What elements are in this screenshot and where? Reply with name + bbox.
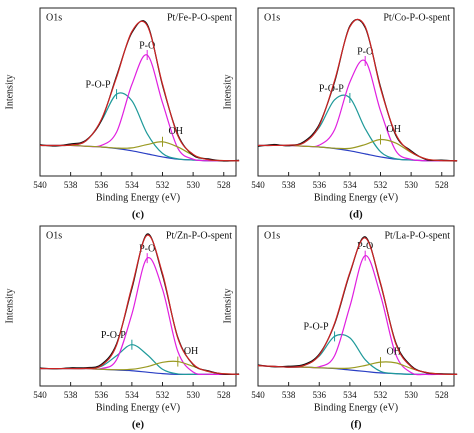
caption: (e) — [132, 419, 145, 431]
series-line — [40, 234, 240, 375]
series-line — [39, 20, 240, 162]
series-label: OH — [184, 346, 198, 357]
sample-name: Pt/Co-P-O-spent — [383, 12, 450, 23]
series-label: P-O-P — [101, 330, 126, 341]
x-tick-label: 534 — [125, 180, 139, 190]
x-tick-label: 530 — [186, 180, 200, 190]
x-tick-label: 532 — [374, 180, 388, 190]
panel: 540 538 536 534 532 530 528 Binding Energy (eV)… — [222, 7, 458, 221]
series-label: P-O-P — [304, 322, 329, 333]
x-tick-label: 528 — [217, 180, 231, 190]
x-tick-label: 536 — [95, 390, 109, 400]
x-tick-label: 540 — [251, 180, 265, 190]
x-tick-label: 536 — [95, 180, 109, 190]
series-label: P-O-P — [86, 79, 111, 90]
series-line — [40, 344, 240, 376]
x-tick-label: 536 — [313, 390, 327, 400]
sample-name: Pt/La-P-O-spent — [384, 230, 450, 241]
spectrum-region: O1s — [264, 230, 280, 241]
series-label: OH — [387, 346, 401, 357]
series-label: P-O — [139, 243, 155, 254]
y-axis-label: Intensity — [222, 289, 233, 324]
x-axis-label: Binding Energy (eV) — [314, 192, 398, 203]
x-tick-label: 538 — [282, 390, 296, 400]
series-line — [257, 94, 458, 162]
panel: 540 538 536 534 532 530 528 Binding Energy (eV)… — [4, 225, 240, 431]
x-tick-label: 540 — [33, 180, 47, 190]
x-axis-label: Binding Energy (eV) — [96, 402, 180, 413]
x-tick-label: 532 — [374, 390, 388, 400]
series-line — [257, 18, 458, 162]
x-tick-label: 530 — [404, 180, 418, 190]
spectrum-region: O1s — [264, 12, 280, 23]
x-tick-label: 530 — [186, 390, 200, 400]
caption: (d) — [349, 209, 363, 221]
x-tick-label: 538 — [64, 390, 78, 400]
sample-name: Pt/Fe-P-O-spent — [167, 12, 232, 23]
sample-name: Pt/Zn-P-O-spent — [166, 230, 232, 241]
x-tick-label: 534 — [125, 390, 139, 400]
y-axis-label: Intensity — [222, 75, 233, 110]
x-tick-label: 534 — [343, 390, 357, 400]
x-tick-label: 528 — [435, 180, 449, 190]
x-tick-label: 540 — [33, 390, 47, 400]
series-line — [257, 237, 458, 375]
series-line — [257, 236, 458, 375]
series-label: P-O — [357, 241, 373, 252]
plot-frame — [257, 225, 455, 387]
plot-frame — [39, 7, 237, 177]
plot-frame — [257, 7, 455, 177]
x-tick-label: 538 — [64, 180, 78, 190]
series-line — [40, 257, 240, 376]
caption: (f) — [351, 419, 362, 431]
series-line — [257, 255, 458, 376]
series-line — [257, 333, 458, 376]
series-line — [257, 138, 458, 162]
panel: 540 538 536 534 532 530 528 Binding Energy (eV)… — [222, 225, 458, 431]
x-tick-label: 538 — [282, 180, 296, 190]
x-tick-label: 532 — [156, 180, 170, 190]
x-tick-label: 532 — [156, 390, 170, 400]
x-tick-label: 528 — [435, 390, 449, 400]
series-label: P-O — [357, 46, 373, 57]
panel: 540 538 536 534 532 530 528 Binding Energy (eV)… — [4, 7, 240, 221]
x-axis-label: Binding Energy (eV) — [96, 192, 180, 203]
y-axis-label: Intensity — [4, 289, 15, 324]
spectrum-region: O1s — [46, 230, 62, 241]
x-tick-label: 536 — [313, 180, 327, 190]
x-axis-label: Binding Energy (eV) — [314, 402, 398, 413]
caption: (c) — [132, 209, 145, 221]
x-tick-label: 540 — [251, 390, 265, 400]
series-line — [257, 18, 458, 162]
series-line — [39, 92, 240, 162]
series-label: P-O — [139, 40, 155, 51]
y-axis-label: Intensity — [4, 75, 15, 110]
series-line — [257, 144, 458, 162]
x-tick-label: 530 — [404, 390, 418, 400]
x-tick-label: 528 — [217, 390, 231, 400]
plot-frame — [39, 225, 237, 387]
spectrum-region: O1s — [46, 12, 62, 23]
x-tick-label: 534 — [343, 180, 357, 190]
